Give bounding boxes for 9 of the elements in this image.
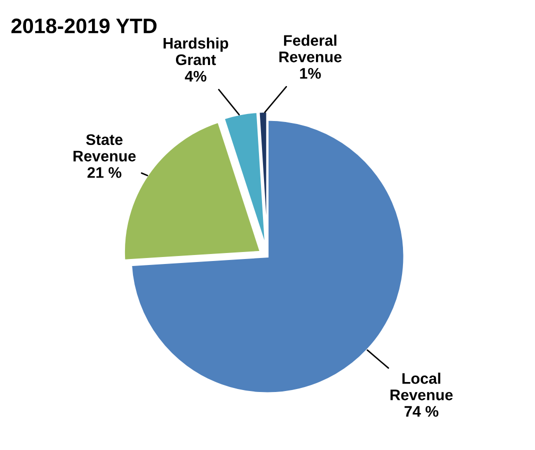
data-label: 4% xyxy=(184,70,206,82)
data-label: 74 % xyxy=(404,406,438,417)
slice-label: Hardship Grant xyxy=(164,37,228,66)
data-label: 1% xyxy=(300,68,321,79)
slice-label: Local Revenue xyxy=(390,372,453,400)
data-label: 21 % xyxy=(87,167,122,178)
slice-label: State Revenue xyxy=(74,134,136,162)
slice-label: Federal Revenue xyxy=(279,34,342,62)
chart-title: 2018-2019 YTD xyxy=(11,18,157,34)
